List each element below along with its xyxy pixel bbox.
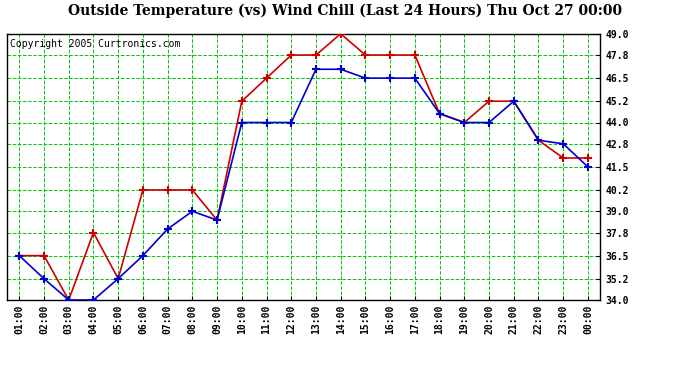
- Text: Copyright 2005 Curtronics.com: Copyright 2005 Curtronics.com: [10, 39, 180, 49]
- Text: Outside Temperature (vs) Wind Chill (Last 24 Hours) Thu Oct 27 00:00: Outside Temperature (vs) Wind Chill (Las…: [68, 4, 622, 18]
